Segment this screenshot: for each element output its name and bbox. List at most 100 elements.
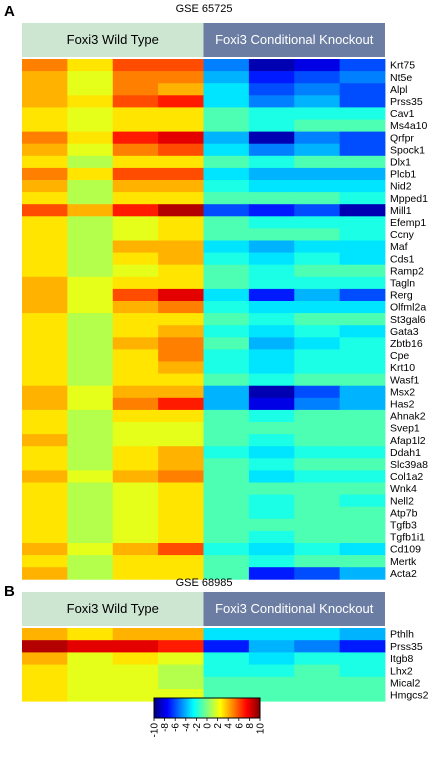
heatmap-cell xyxy=(294,264,341,278)
heatmap-cell xyxy=(22,409,68,423)
heatmap-cell xyxy=(158,95,204,108)
heatmap-cell xyxy=(158,325,204,338)
heatmap-cell xyxy=(67,555,114,568)
heatmap-cell xyxy=(339,494,386,508)
heatmap-cell xyxy=(67,337,114,350)
heatmap-cell xyxy=(158,567,204,580)
heatmap-cell xyxy=(294,83,341,96)
heatmap-cell xyxy=(158,143,204,157)
heatmap-cell xyxy=(158,301,204,314)
gene-label: Lhx2 xyxy=(390,665,413,677)
heatmap-cell xyxy=(112,95,159,108)
colorbar-tick-label: 10 xyxy=(256,723,267,735)
heatmap-cell xyxy=(22,628,68,641)
gene-label: Mertk xyxy=(390,556,417,568)
heatmap-cell xyxy=(203,228,250,241)
heatmap-cell xyxy=(22,71,68,84)
heatmap-cell xyxy=(294,506,341,520)
gene-label: Tgfb3 xyxy=(390,519,417,531)
heatmap-cell xyxy=(203,313,250,326)
heatmap-cell xyxy=(294,676,341,690)
heatmap-cell xyxy=(339,143,386,157)
heatmap-cell xyxy=(248,409,295,423)
panel-b-group-knockout-bar xyxy=(203,592,385,626)
gene-label: Ms4a10 xyxy=(390,120,428,132)
gene-label: Pthlh xyxy=(390,629,414,641)
gene-label: Svep1 xyxy=(390,423,420,435)
gene-label: Dlx1 xyxy=(390,156,411,168)
heatmap-cell xyxy=(294,107,341,120)
heatmap-cell xyxy=(339,216,386,229)
heatmap-cell xyxy=(67,543,114,556)
heatmap-cell xyxy=(67,506,114,520)
heatmap-cell xyxy=(158,192,204,205)
heatmap-cell xyxy=(294,689,341,702)
heatmap-cell xyxy=(22,288,68,302)
heatmap-cell xyxy=(67,301,114,314)
heatmap-cell xyxy=(158,518,204,532)
heatmap-cell xyxy=(339,446,386,459)
panel-a-group-wildtype-label: Foxi3 Wild Type xyxy=(67,32,159,47)
heatmap-cell xyxy=(112,397,159,411)
panel-a-group-wildtype-bar xyxy=(22,23,204,57)
heatmap-cell xyxy=(248,301,295,314)
heatmap-cell xyxy=(339,167,386,181)
heatmap-cell xyxy=(248,180,295,193)
heatmap-cell xyxy=(248,422,295,435)
heatmap-cell xyxy=(67,518,114,532)
heatmap-cell xyxy=(248,252,295,266)
panel-a-group-knockout-bar xyxy=(203,23,385,57)
heatmap-cell xyxy=(203,216,250,229)
heatmap-cell xyxy=(158,83,204,96)
heatmap-cell xyxy=(203,252,250,266)
heatmap-cell xyxy=(248,361,295,374)
colorbar-tick-label: 8 xyxy=(245,723,256,729)
heatmap-cell xyxy=(294,640,341,653)
heatmap-cell xyxy=(22,107,68,120)
heatmap-cell xyxy=(339,155,386,169)
heatmap-cell xyxy=(22,264,68,278)
heatmap-cell xyxy=(203,543,250,556)
heatmap-cell xyxy=(22,252,68,266)
heatmap-cell xyxy=(294,216,341,229)
heatmap-cell xyxy=(248,155,295,169)
heatmap-cell xyxy=(158,373,204,387)
heatmap-cell xyxy=(158,506,204,520)
gene-label: Qrfpr xyxy=(390,132,414,144)
heatmap-cell xyxy=(203,373,250,387)
heatmap-cell xyxy=(294,131,341,145)
heatmap-cell xyxy=(339,59,386,72)
heatmap-cell xyxy=(22,652,68,665)
heatmap-cell xyxy=(339,373,386,387)
gene-label: Alpl xyxy=(390,84,408,96)
heatmap-cell xyxy=(67,530,114,544)
heatmap-cell xyxy=(203,470,250,483)
heatmap-cell xyxy=(22,192,68,205)
gene-label: Ddah1 xyxy=(390,447,421,459)
heatmap-cell xyxy=(339,397,386,411)
heatmap-cell xyxy=(294,337,341,350)
heatmap-cell xyxy=(339,422,386,435)
heatmap-cell xyxy=(67,228,114,241)
heatmap-cell xyxy=(22,543,68,556)
heatmap-cell xyxy=(203,155,250,169)
heatmap-cell xyxy=(203,204,250,217)
heatmap-cell xyxy=(158,640,204,653)
heatmap-cell xyxy=(112,446,159,459)
heatmap-cell xyxy=(294,143,341,157)
gene-label: Plcb1 xyxy=(390,169,416,181)
heatmap-cell xyxy=(67,470,114,483)
heatmap-cell xyxy=(67,204,114,217)
heatmap-cell xyxy=(22,276,68,290)
heatmap-cell xyxy=(248,192,295,205)
heatmap-cell xyxy=(294,482,341,495)
heatmap-cell xyxy=(112,240,159,253)
heatmap-cell xyxy=(67,458,114,471)
heatmap-cell xyxy=(22,567,68,580)
gene-label: Rerg xyxy=(390,290,413,302)
heatmap-cell xyxy=(203,107,250,120)
heatmap-cell xyxy=(203,446,250,459)
heatmap-cell xyxy=(248,555,295,568)
heatmap-cell xyxy=(339,95,386,108)
